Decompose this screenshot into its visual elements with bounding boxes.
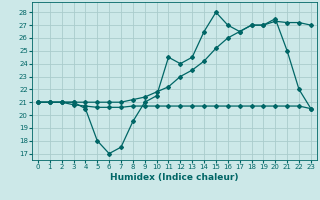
X-axis label: Humidex (Indice chaleur): Humidex (Indice chaleur) [110,173,239,182]
